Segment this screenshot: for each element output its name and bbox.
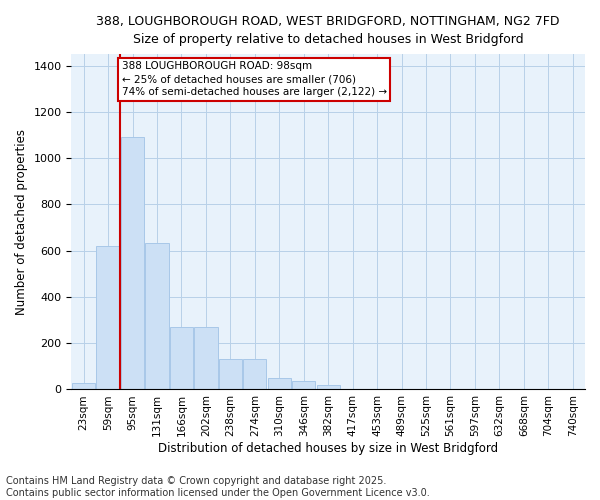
Bar [97,246,120,390]
Bar [170,327,193,390]
Text: Contains HM Land Registry data © Crown copyright and database right 2025.
Contai: Contains HM Land Registry data © Crown c… [6,476,430,498]
Bar [219,360,242,390]
Y-axis label: Number of detached properties: Number of detached properties [15,129,28,315]
Bar [72,383,95,390]
Text: 388 LOUGHBOROUGH ROAD: 98sqm
← 25% of detached houses are smaller (706)
74% of s: 388 LOUGHBOROUGH ROAD: 98sqm ← 25% of de… [122,61,386,98]
Bar [145,242,169,390]
Bar [243,360,266,390]
Bar [268,378,291,390]
Bar [121,138,144,390]
Title: 388, LOUGHBOROUGH ROAD, WEST BRIDGFORD, NOTTINGHAM, NG2 7FD
Size of property rel: 388, LOUGHBOROUGH ROAD, WEST BRIDGFORD, … [97,15,560,46]
X-axis label: Distribution of detached houses by size in West Bridgford: Distribution of detached houses by size … [158,442,498,455]
Bar [292,380,316,390]
Bar [194,327,218,390]
Bar [317,386,340,390]
